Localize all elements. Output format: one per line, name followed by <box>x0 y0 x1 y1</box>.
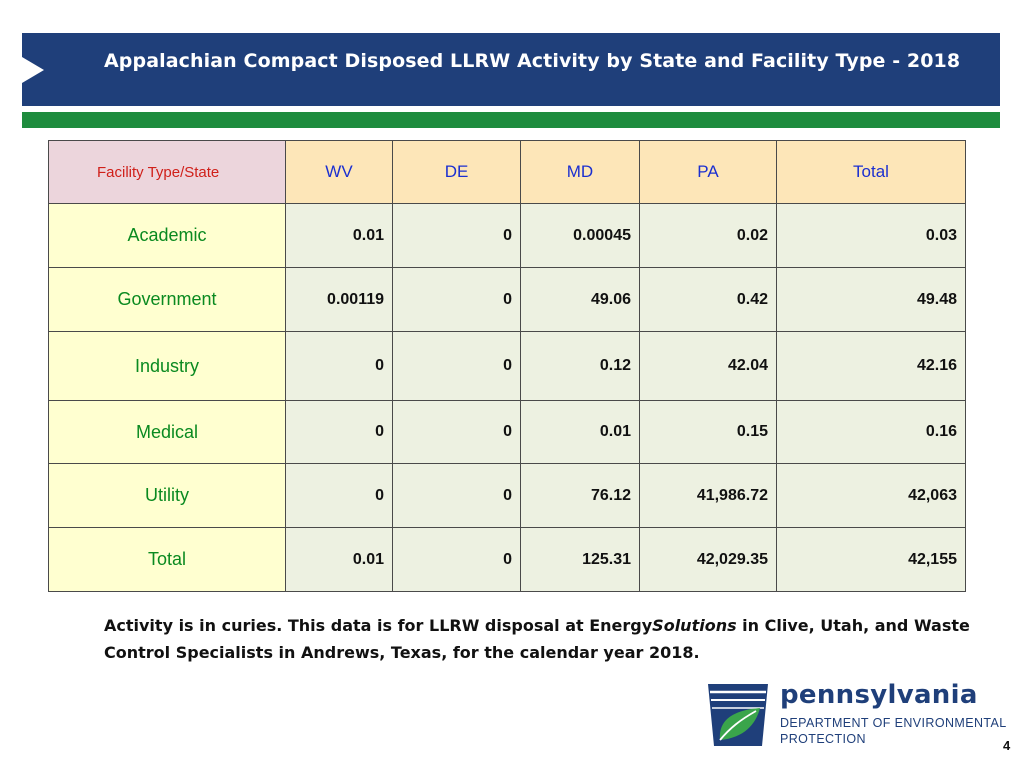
corner-header: Facility Type/State <box>48 140 286 204</box>
row-label-total: Total <box>48 527 286 592</box>
table-row: Academic 0.01 0 0.00045 0.02 0.03 <box>48 203 966 268</box>
page-number: 4 <box>1003 738 1011 753</box>
table-cell: 42.16 <box>776 331 966 401</box>
logo-protection: PROTECTION <box>780 732 866 746</box>
table-cell: 0 <box>285 463 393 528</box>
table-cell: 0.01 <box>285 203 393 268</box>
table-row: Government 0.00119 0 49.06 0.42 49.48 <box>48 267 966 332</box>
keystone-leaf-icon <box>708 684 768 746</box>
table-row: Industry 0 0 0.12 42.04 42.16 <box>48 331 966 401</box>
table-cell: 49.48 <box>776 267 966 332</box>
table-cell: 49.06 <box>520 267 640 332</box>
row-label-government: Government <box>48 267 286 332</box>
table-cell: 0.16 <box>776 400 966 464</box>
table-cell: 0.00045 <box>520 203 640 268</box>
column-header-md: MD <box>520 140 640 204</box>
table-cell: 0.03 <box>776 203 966 268</box>
activity-table: Facility Type/State WV DE MD PA Total Ac… <box>48 140 966 592</box>
table-cell: 76.12 <box>520 463 640 528</box>
table-cell: 42,063 <box>776 463 966 528</box>
table-cell: 41,986.72 <box>639 463 777 528</box>
arrow-icon <box>22 57 44 83</box>
table-cell: 0.01 <box>520 400 640 464</box>
table-cell: 0.01 <box>285 527 393 592</box>
table-cell: 0.02 <box>639 203 777 268</box>
table-cell: 0 <box>285 331 393 401</box>
logo-wordmark: pennsylvania <box>780 680 978 710</box>
logo-department: DEPARTMENT OF ENVIRONMENTAL <box>780 716 1007 730</box>
table-cell: 0.15 <box>639 400 777 464</box>
table-cell: 0 <box>285 400 393 464</box>
page-title: Appalachian Compact Disposed LLRW Activi… <box>104 50 961 72</box>
table-cell: 42,155 <box>776 527 966 592</box>
table-cell: 125.31 <box>520 527 640 592</box>
row-label-medical: Medical <box>48 400 286 464</box>
column-header-wv: WV <box>285 140 393 204</box>
table-cell: 0.12 <box>520 331 640 401</box>
table-cell: 0 <box>392 331 521 401</box>
table-header-row: Facility Type/State WV DE MD PA Total <box>48 140 966 204</box>
table-row: Utility 0 0 76.12 41,986.72 42,063 <box>48 463 966 528</box>
green-divider <box>22 112 1000 128</box>
row-label-industry: Industry <box>48 331 286 401</box>
footnote-text-end: in Clive, Utah, and Waste Control Specia… <box>104 616 970 662</box>
footnote-italic: Solutions <box>652 616 737 635</box>
table-cell: 42.04 <box>639 331 777 401</box>
table-cell: 0.00119 <box>285 267 393 332</box>
table-cell: 0 <box>392 400 521 464</box>
table-row: Medical 0 0 0.01 0.15 0.16 <box>48 400 966 464</box>
table-row: Total 0.01 0 125.31 42,029.35 42,155 <box>48 527 966 592</box>
table-cell: 0 <box>392 527 521 592</box>
footnote-text-start: Activity is in curies. This data is for … <box>104 616 653 635</box>
row-label-utility: Utility <box>48 463 286 528</box>
column-header-de: DE <box>392 140 521 204</box>
pa-dep-logo: pennsylvania DEPARTMENT OF ENVIRONMENTAL… <box>706 680 1006 750</box>
column-header-total: Total <box>776 140 966 204</box>
row-label-academic: Academic <box>48 203 286 268</box>
table-cell: 0 <box>392 267 521 332</box>
table-cell: 42,029.35 <box>639 527 777 592</box>
footnote: Activity is in curies. This data is for … <box>104 612 984 666</box>
table-cell: 0 <box>392 203 521 268</box>
title-bar: Appalachian Compact Disposed LLRW Activi… <box>22 33 1000 106</box>
table-cell: 0 <box>392 463 521 528</box>
column-header-pa: PA <box>639 140 777 204</box>
table-cell: 0.42 <box>639 267 777 332</box>
